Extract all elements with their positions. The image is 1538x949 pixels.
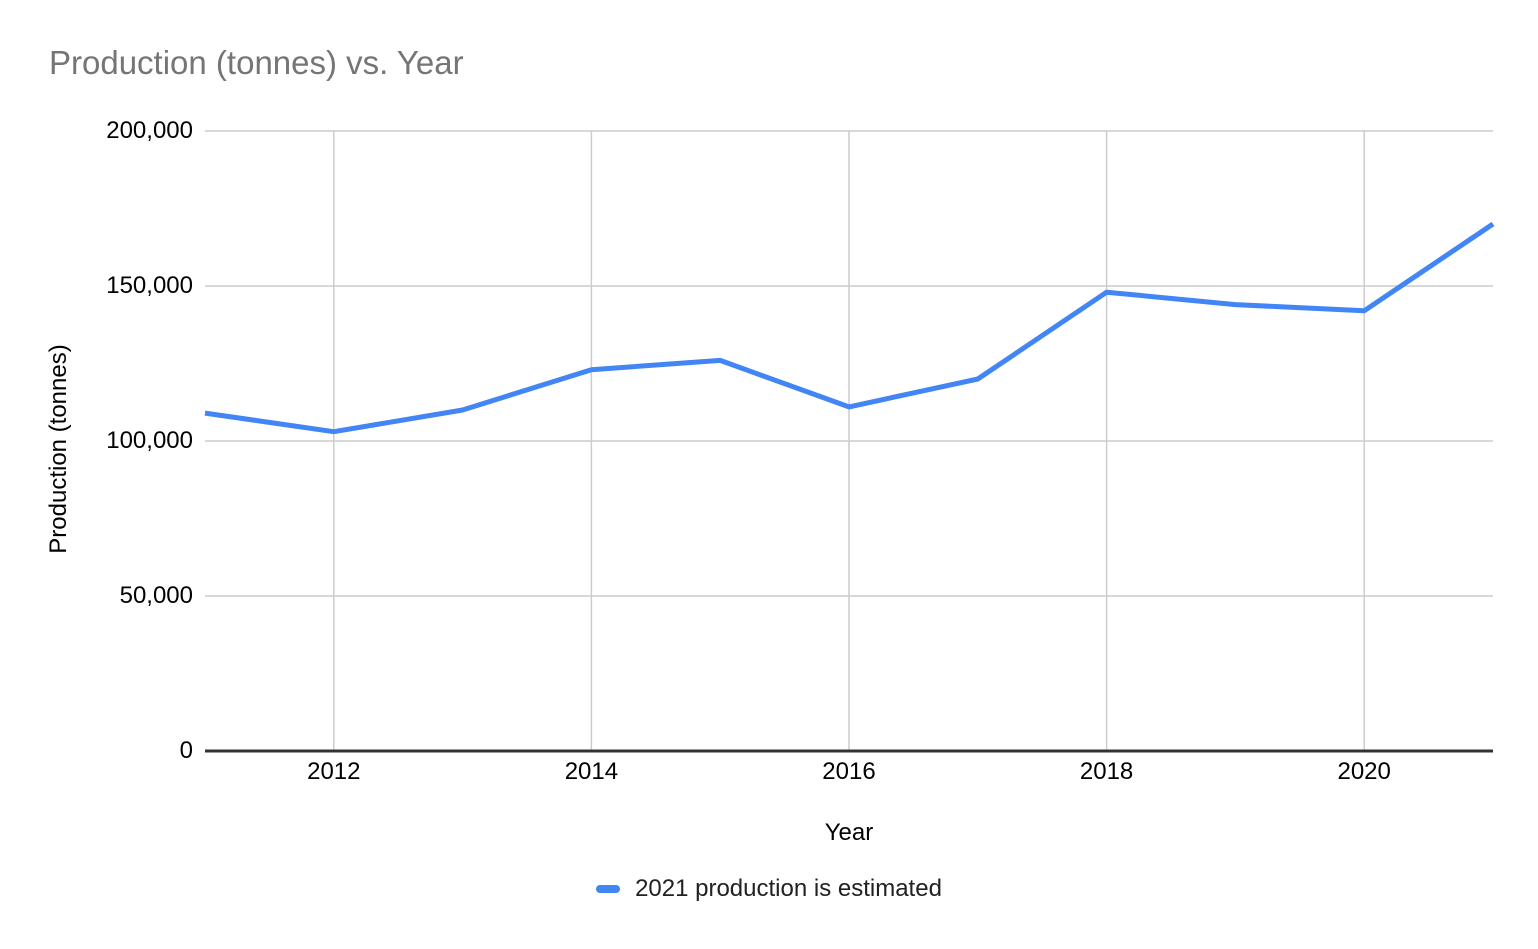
x-tick-label: 2016: [822, 758, 876, 785]
legend-swatch-icon: [596, 885, 621, 893]
legend-label: 2021 production is estimated: [635, 875, 942, 902]
y-tick-label: 0: [179, 737, 193, 764]
y-tick-label: 200,000: [106, 117, 193, 144]
x-tick-label: 2018: [1079, 758, 1134, 785]
x-tick-label: 2012: [307, 758, 361, 785]
y-tick-label: 50,000: [119, 582, 193, 609]
x-tick-label: 2014: [564, 758, 619, 785]
y-tick-label: 100,000: [106, 427, 193, 454]
chart-title: Production (tonnes) vs. Year: [49, 44, 464, 81]
y-tick-label: 150,000: [106, 272, 193, 299]
legend: 2021 production is estimated: [0, 875, 1538, 903]
x-axis-title: Year: [824, 819, 874, 846]
data-line-series-0: [204, 221, 1495, 435]
x-tick-label: 2020: [1337, 758, 1391, 785]
